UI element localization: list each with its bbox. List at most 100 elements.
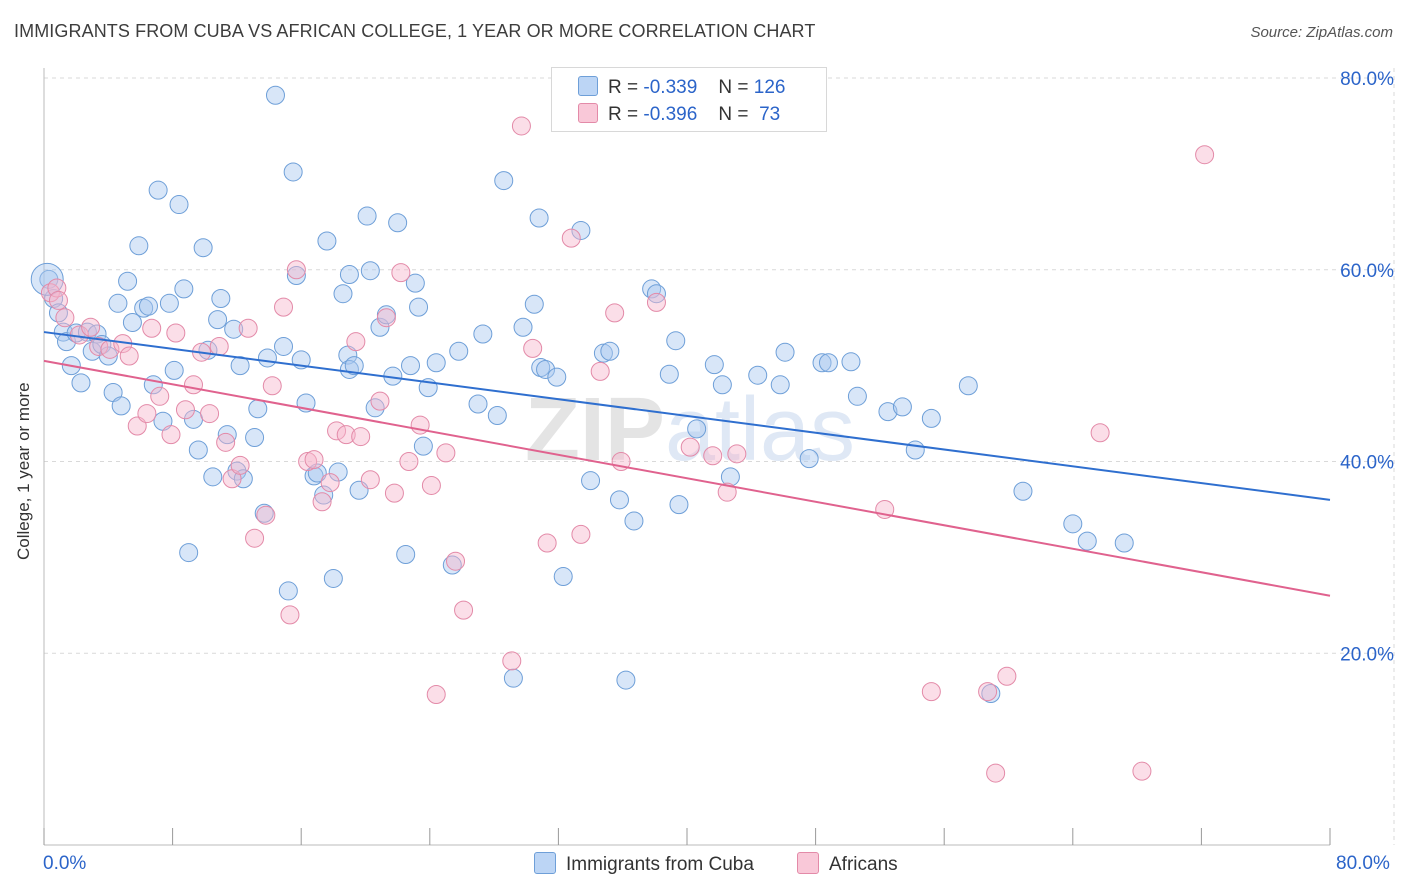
point-cuba — [847, 386, 867, 406]
point-africans — [436, 443, 456, 463]
point-cuba — [818, 353, 838, 373]
point-cuba — [188, 440, 208, 460]
point-africans — [55, 308, 75, 328]
legend-r-value: -0.396 — [643, 104, 698, 125]
point-cuba — [812, 353, 832, 373]
point-cuba — [426, 353, 446, 373]
point-cuba — [468, 394, 488, 414]
point-africans — [161, 425, 181, 445]
point-cuba — [248, 399, 268, 419]
point-africans — [183, 375, 203, 395]
point-cuba — [283, 162, 303, 182]
point-africans — [680, 437, 700, 457]
point-cuba — [704, 355, 724, 375]
point-cuba — [257, 348, 277, 368]
point-africans — [703, 446, 723, 466]
point-africans — [384, 483, 404, 503]
point-cuba — [1013, 481, 1033, 501]
legend-swatch-africans — [578, 103, 598, 123]
point-cuba — [333, 284, 353, 304]
point-cuba — [274, 336, 294, 356]
point-africans — [370, 391, 390, 411]
point-africans — [1132, 761, 1152, 781]
chart-title: IMMIGRANTS FROM CUBA VS AFRICAN COLLEGE,… — [14, 21, 816, 41]
point-cuba — [799, 449, 819, 469]
point-africans — [150, 386, 170, 406]
legend-swatch-cuba — [578, 76, 598, 96]
point-cuba — [148, 180, 168, 200]
point-africans — [421, 475, 441, 495]
point-africans — [47, 278, 67, 298]
legend-n-label: N = — [718, 77, 749, 98]
point-cuba — [712, 375, 732, 395]
point-cuba — [203, 467, 223, 487]
stats-legend: R = -0.339 N = 126 R = -0.396 N = 73 — [551, 67, 827, 132]
legend-n-value: 126 — [753, 77, 786, 98]
y-tick-label: 60.0% — [1340, 261, 1394, 282]
point-africans — [336, 425, 356, 445]
point-cuba — [571, 220, 591, 240]
point-africans — [537, 533, 557, 553]
point-africans — [511, 116, 531, 136]
point-cuba — [958, 376, 978, 396]
point-africans — [391, 263, 411, 283]
point-cuba — [388, 213, 408, 233]
point-cuba — [304, 466, 324, 486]
point-africans — [48, 290, 68, 310]
point-africans — [997, 666, 1017, 686]
point-cuba — [159, 293, 179, 313]
point-cuba — [473, 324, 493, 344]
point-cuba — [770, 375, 790, 395]
legend-r-value: -0.339 — [643, 77, 698, 98]
point-africans — [298, 452, 318, 471]
point-africans — [446, 551, 466, 571]
point-africans — [327, 421, 347, 441]
point-cuba — [323, 568, 343, 588]
point-cuba — [529, 208, 549, 228]
point-cuba — [600, 341, 620, 361]
point-africans — [216, 432, 236, 452]
point-cuba — [265, 85, 285, 105]
point-cuba — [30, 262, 64, 296]
watermark: ZIPatlas — [525, 380, 855, 480]
y-tick-label: 40.0% — [1340, 453, 1394, 474]
point-cuba — [609, 490, 629, 510]
point-cuba — [442, 555, 462, 575]
point-cuba — [230, 356, 250, 376]
point-cuba — [841, 352, 861, 372]
point-africans — [312, 492, 332, 512]
point-africans — [351, 427, 371, 447]
trendline-africans — [43, 359, 1331, 597]
stats-legend-row-cuba: R = -0.339 N = 126 — [578, 76, 785, 99]
point-cuba — [245, 428, 265, 448]
point-cuba — [905, 440, 925, 460]
y-tick-label: 80.0% — [1340, 69, 1394, 90]
trendline-cuba — [43, 331, 1331, 501]
point-cuba — [666, 331, 686, 351]
point-africans — [200, 404, 220, 424]
legend-swatch-cuba — [534, 852, 556, 874]
point-africans — [571, 524, 591, 544]
point-cuba — [503, 668, 523, 688]
point-cuba — [494, 171, 514, 191]
point-cuba — [659, 364, 679, 384]
point-cuba — [317, 231, 337, 251]
point-cuba — [413, 436, 433, 456]
point-africans — [81, 317, 101, 337]
point-africans — [986, 763, 1006, 783]
point-africans — [256, 505, 276, 525]
point-africans — [280, 605, 300, 625]
point-cuba — [193, 238, 213, 258]
point-cuba — [111, 396, 131, 416]
point-africans — [590, 361, 610, 381]
point-cuba — [593, 343, 613, 363]
point-cuba — [487, 405, 507, 425]
point-cuba — [138, 296, 158, 316]
point-cuba — [164, 360, 184, 380]
point-cuba — [547, 367, 567, 387]
point-cuba — [211, 289, 231, 309]
point-africans — [245, 528, 265, 548]
point-cuba — [344, 356, 364, 376]
point-cuba — [616, 670, 636, 690]
point-cuba — [405, 273, 425, 293]
